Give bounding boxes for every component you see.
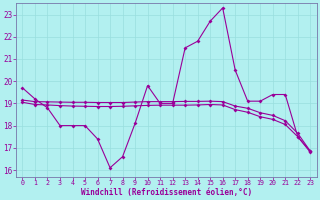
- X-axis label: Windchill (Refroidissement éolien,°C): Windchill (Refroidissement éolien,°C): [81, 188, 252, 197]
